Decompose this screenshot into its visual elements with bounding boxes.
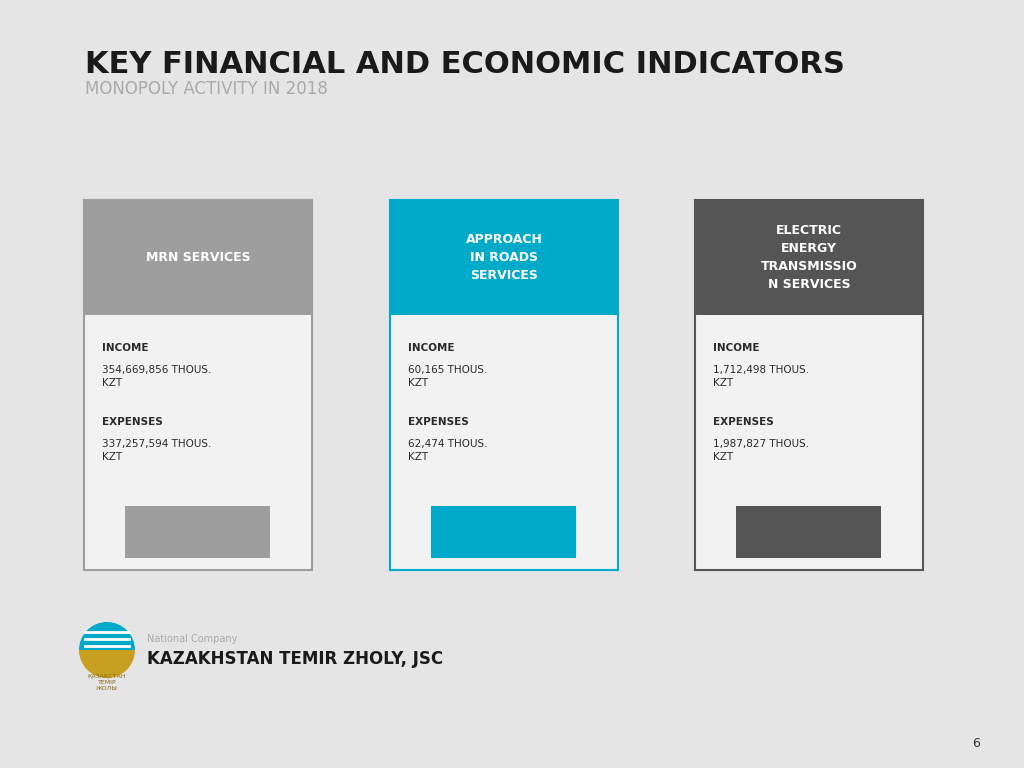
Text: 1,712,498 THOUS.
KZT: 1,712,498 THOUS. KZT: [713, 365, 809, 388]
Text: APPROACH
IN ROADS
SERVICES: APPROACH IN ROADS SERVICES: [466, 233, 543, 282]
Bar: [695, 200, 923, 570]
Text: EXPENSES: EXPENSES: [102, 417, 163, 427]
Bar: [736, 506, 881, 558]
Text: 62,474 THOUS.
KZT: 62,474 THOUS. KZT: [408, 439, 487, 462]
Text: 354,669,856 THOUS.
KZT: 354,669,856 THOUS. KZT: [102, 365, 211, 388]
Wedge shape: [79, 622, 135, 650]
Text: 337,257,594 THOUS.
KZT: 337,257,594 THOUS. KZT: [102, 439, 211, 462]
Bar: [695, 200, 923, 315]
Text: MRN SERVICES: MRN SERVICES: [145, 251, 250, 264]
Text: 1,987,827 THOUS.
KZT: 1,987,827 THOUS. KZT: [713, 439, 809, 462]
Bar: [390, 200, 618, 570]
Wedge shape: [79, 650, 135, 678]
Text: INCOME: INCOME: [713, 343, 760, 353]
Text: ҚАЗАҚСТАН
ТЕМІР
ЖОЛЫ: ҚАЗАҚСТАН ТЕМІР ЖОЛЫ: [88, 674, 126, 691]
Text: EXPENSES: EXPENSES: [408, 417, 469, 427]
Text: MONOPOLY ACTIVITY IN 2018: MONOPOLY ACTIVITY IN 2018: [85, 80, 328, 98]
Text: ELECTRIC
ENERGY
TRANSMISSIO
N SERVICES: ELECTRIC ENERGY TRANSMISSIO N SERVICES: [761, 224, 857, 291]
Text: KAZAKHSTAN TEMIR ZHOLY, JSC: KAZAKHSTAN TEMIR ZHOLY, JSC: [147, 650, 443, 668]
Bar: [431, 506, 575, 558]
Ellipse shape: [78, 621, 136, 679]
Text: EXPENSES: EXPENSES: [713, 417, 774, 427]
Text: 60,165 THOUS.
KZT: 60,165 THOUS. KZT: [408, 365, 487, 388]
Text: KEY FINANCIAL AND ECONOMIC INDICATORS: KEY FINANCIAL AND ECONOMIC INDICATORS: [85, 50, 845, 79]
Text: National Company: National Company: [147, 634, 238, 644]
Text: INCOME: INCOME: [408, 343, 455, 353]
Text: 6: 6: [972, 737, 980, 750]
Bar: [390, 200, 618, 315]
Bar: [84, 200, 312, 570]
Bar: [125, 506, 270, 558]
Bar: [84, 200, 312, 315]
Text: INCOME: INCOME: [102, 343, 148, 353]
